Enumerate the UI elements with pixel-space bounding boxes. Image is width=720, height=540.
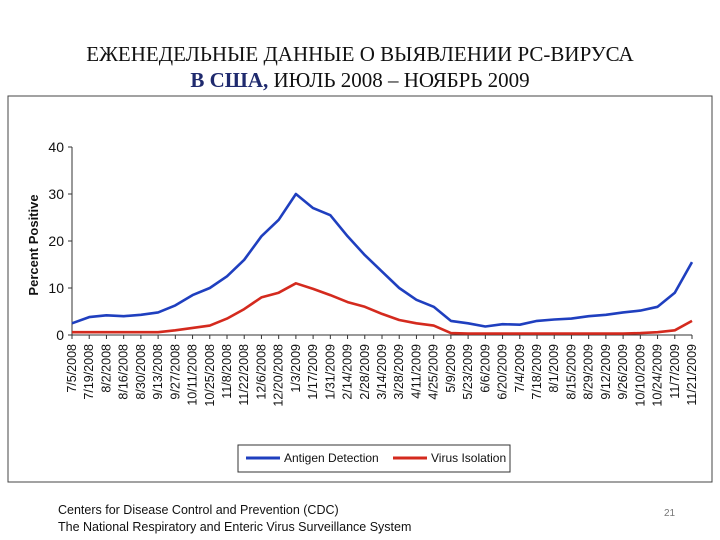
x-tick-label: 1/3/2009 (289, 344, 303, 393)
chart-frame (7, 95, 713, 483)
x-tick-label: 5/23/2009 (461, 344, 475, 400)
x-tick-label: 10/11/2008 (186, 344, 200, 406)
page-number: 21 (664, 508, 676, 519)
legend-label: Virus Isolation (431, 451, 506, 465)
slide-title-highlight: В США, (190, 68, 269, 92)
x-tick-label: 5/9/2009 (444, 344, 458, 393)
x-tick-label: 4/11/2009 (409, 344, 423, 399)
x-tick-label: 9/12/2009 (599, 344, 613, 400)
x-tick-label: 8/2/2008 (99, 344, 113, 393)
x-axis: 7/5/2008 7/19/2008 8/2/2008 8/16/2008 8/30/2… (65, 334, 699, 407)
x-tick-label: 2/28/2009 (358, 344, 372, 400)
legend-box (237, 444, 511, 473)
y-tick-label: 30 (48, 186, 64, 202)
x-tick-label: 7/4/2009 (513, 344, 527, 393)
footer-line1: Centers for Disease Control and Preventi… (58, 503, 339, 517)
source-footer: Centers for Disease Control and Preventi… (58, 502, 411, 536)
y-axis-label: Percent Positive (26, 194, 41, 295)
slide-title-rest: ИЮЛЬ 2008 – НОЯБРЬ 2009 (268, 68, 530, 92)
x-tick-label: 2/14/2009 (341, 344, 355, 400)
x-tick-label: 1/17/2009 (306, 344, 320, 400)
x-tick-label: 7/18/2009 (530, 344, 544, 400)
x-tick-label: 11/7/2009 (668, 344, 682, 399)
x-tick-label: 9/26/2009 (616, 344, 630, 400)
slide-title-line2: В США, ИЮЛЬ 2008 – НОЯБРЬ 2009 (0, 68, 720, 93)
x-tick-label: 3/28/2009 (392, 344, 406, 400)
x-tick-label: 10/24/2009 (651, 344, 665, 407)
x-tick-label: 11/21/2009 (685, 344, 699, 406)
y-axis: 0 10 20 30 40 (48, 139, 73, 343)
legend: Antigen Detection Virus Isolation (237, 444, 511, 473)
y-tick-label: 0 (56, 327, 64, 343)
footer-line2: The National Respiratory and Enteric Vir… (58, 520, 412, 534)
x-tick-label: 4/25/2009 (427, 344, 441, 400)
x-tick-label: 8/30/2008 (134, 344, 148, 400)
x-tick-label: 9/27/2008 (168, 344, 182, 400)
x-tick-label: 12/20/2008 (272, 344, 286, 407)
y-tick-label: 40 (48, 139, 64, 155)
x-tick-label: 8/1/2009 (547, 344, 561, 393)
legend-label: Antigen Detection (284, 451, 379, 465)
y-tick-label: 20 (48, 233, 64, 249)
y-tick-label: 10 (48, 280, 64, 296)
x-tick-label: 7/5/2008 (65, 344, 79, 393)
x-tick-label: 3/14/2009 (375, 344, 389, 400)
x-tick-label: 7/19/2008 (82, 344, 96, 400)
plot-area (71, 192, 694, 335)
x-tick-label: 9/13/2008 (151, 344, 165, 400)
x-tick-label: 1/31/2009 (323, 344, 337, 400)
x-tick-label: 6/6/2009 (478, 344, 492, 393)
x-tick-label: 10/10/2009 (633, 344, 647, 407)
x-tick-label: 11/8/2008 (220, 344, 234, 399)
slide-title-line1: ЕЖЕНЕДЕЛЬНЫЕ ДАННЫЕ О ВЫЯВЛЕНИИ РС-ВИРУС… (86, 42, 634, 66)
x-tick-label: 12/6/2008 (254, 344, 268, 400)
x-tick-label: 8/29/2009 (582, 344, 596, 400)
x-tick-label: 11/22/2008 (237, 344, 251, 406)
x-tick-label: 10/25/2008 (203, 344, 217, 407)
x-tick-label: 6/20/2009 (496, 344, 510, 400)
series-line-antigen-detection (71, 192, 694, 328)
x-tick-label: 8/16/2008 (117, 344, 131, 400)
rsv-chart: Percent Positive 0 10 20 30 40 7/5/2008 7/19/… (7, 95, 713, 483)
x-tick-label: 8/15/2009 (564, 344, 578, 400)
series-line-virus-isolation (72, 281, 693, 335)
